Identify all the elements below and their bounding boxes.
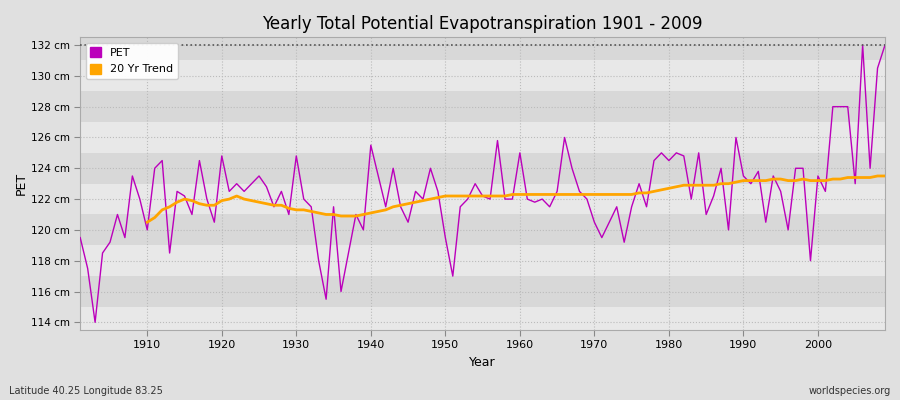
Title: Yearly Total Potential Evapotranspiration 1901 - 2009: Yearly Total Potential Evapotranspiratio… xyxy=(262,15,703,33)
20 Yr Trend xyxy=(604,192,615,197)
Bar xyxy=(80,37,885,60)
Bar xyxy=(80,91,885,122)
PET xyxy=(90,320,101,325)
PET xyxy=(879,43,890,48)
20 Yr Trend xyxy=(507,192,517,197)
PET xyxy=(522,197,533,202)
Bar xyxy=(80,276,885,307)
Legend: PET, 20 Yr Trend: PET, 20 Yr Trend xyxy=(86,43,178,79)
Bar xyxy=(80,122,885,153)
PET xyxy=(611,204,622,209)
PET xyxy=(857,43,868,48)
20 Yr Trend xyxy=(299,208,310,212)
Bar xyxy=(80,184,885,214)
Line: 20 Yr Trend: 20 Yr Trend xyxy=(148,176,885,222)
PET xyxy=(306,204,317,209)
Text: Latitude 40.25 Longitude 83.25: Latitude 40.25 Longitude 83.25 xyxy=(9,386,163,396)
X-axis label: Year: Year xyxy=(469,356,496,369)
PET xyxy=(75,235,86,240)
Bar xyxy=(80,153,885,184)
Bar xyxy=(80,60,885,91)
PET xyxy=(515,150,526,155)
Text: worldspecies.org: worldspecies.org xyxy=(809,386,891,396)
PET xyxy=(142,228,153,232)
Bar xyxy=(80,245,885,276)
Bar xyxy=(80,307,885,330)
Bar xyxy=(80,214,885,245)
Y-axis label: PET: PET xyxy=(15,172,28,195)
Line: PET: PET xyxy=(80,45,885,322)
20 Yr Trend xyxy=(343,214,354,218)
20 Yr Trend xyxy=(879,174,890,178)
PET xyxy=(350,212,361,217)
20 Yr Trend xyxy=(515,192,526,197)
